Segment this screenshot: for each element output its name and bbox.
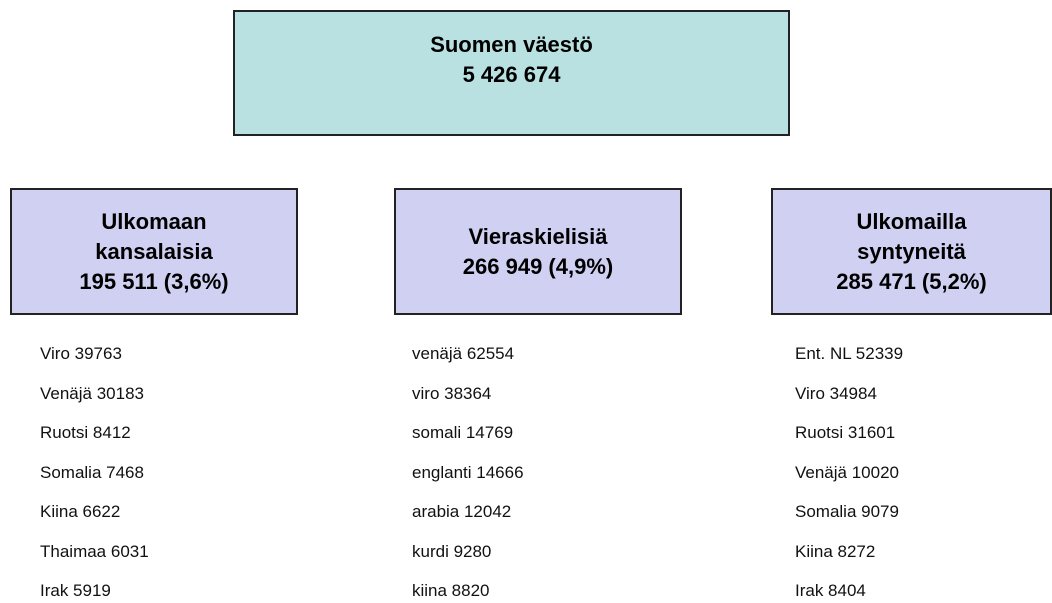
list-item: Venäjä 10020 xyxy=(795,462,899,482)
list-item: somali 14769 xyxy=(412,423,514,442)
list-item: Viro 34984 xyxy=(795,383,877,403)
list-item: Ent. NL 52339 xyxy=(795,344,904,363)
box-line: Ulkomailla xyxy=(856,208,967,234)
box-line: kansalaisia xyxy=(95,238,213,264)
box-line: 195 511 (3,6%) xyxy=(79,268,229,294)
list-item: Somalia 9079 xyxy=(795,502,899,521)
list-item: venäjä 62554 xyxy=(412,344,515,363)
category-box: Ulkomaan kansalaisia 195 511 (3,6%) xyxy=(10,188,298,315)
list-item: Ruotsi 8412 xyxy=(40,423,131,442)
list-item: Irak 5919 xyxy=(40,581,111,600)
box-line: 266 949 (4,9%) xyxy=(462,253,614,279)
box-line: 285 471 (5,2%) xyxy=(836,268,987,294)
category-box: Ulkomailla syntyneitä 285 471 (5,2%) xyxy=(771,188,1052,315)
list-item: Thaimaa 6031 xyxy=(40,541,149,561)
list-item: Viro 39763 xyxy=(40,344,122,363)
list-item: Kiina 8272 xyxy=(795,541,876,561)
list-item: kiina 8820 xyxy=(412,581,490,600)
box-line: syntyneitä xyxy=(857,238,966,264)
list-item: arabia 12042 xyxy=(412,502,512,521)
box-line: Ulkomaan xyxy=(101,208,207,234)
list-item: kurdi 9280 xyxy=(412,541,492,561)
list-item: viro 38364 xyxy=(412,383,492,403)
list-item: Venäjä 30183 xyxy=(40,383,144,403)
category-box: Vieraskielisiä 266 949 (4,9%) xyxy=(394,188,682,315)
list-item: Kiina 6622 xyxy=(40,502,121,521)
list-item: Somalia 7468 xyxy=(40,462,144,482)
box-value: 5 426 674 xyxy=(462,62,561,87)
list-item: Ruotsi 31601 xyxy=(795,423,896,442)
list-item: englanti 14666 xyxy=(412,462,524,482)
list-item: Irak 8404 xyxy=(795,581,866,600)
total-box: Suomen väestö 5 426 674 xyxy=(233,10,790,136)
box-title: Suomen väestö xyxy=(430,32,593,57)
box-line: Vieraskielisiä xyxy=(468,223,608,249)
